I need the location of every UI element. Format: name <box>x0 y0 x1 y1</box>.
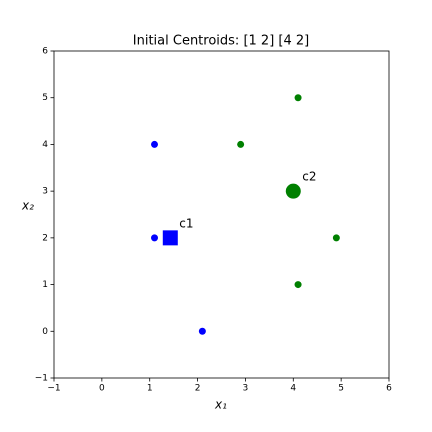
data-point <box>151 234 158 242</box>
data-point <box>198 327 206 335</box>
plot-frame <box>53 50 390 379</box>
y-tick-label: 4 <box>42 140 48 150</box>
x-tick-label: 0 <box>99 384 105 394</box>
data-point <box>237 140 245 148</box>
x-tick-label: 3 <box>243 384 249 394</box>
data-point <box>332 234 340 242</box>
x-tick-label: 4 <box>290 384 296 394</box>
centroid <box>162 230 178 246</box>
data-point <box>294 281 302 289</box>
y-tick-label: 3 <box>42 187 48 197</box>
x-tick-label: 5 <box>338 384 344 394</box>
y-tick-label: −1 <box>35 374 48 384</box>
x-tick-label: 1 <box>147 384 153 394</box>
chart-title: Initial Centroids: [1 2] [4 2] <box>133 34 309 49</box>
data-point <box>151 140 158 148</box>
x-tick-label: 6 <box>386 384 392 394</box>
data-point <box>294 94 302 102</box>
y-tick-label: 2 <box>42 233 48 243</box>
y-tick-label: 6 <box>42 47 48 57</box>
y-tick-label: 5 <box>42 93 48 103</box>
x-tick-label: 2 <box>195 384 201 394</box>
y-tick-label: 0 <box>42 327 48 337</box>
x-tick-label: −1 <box>47 384 60 394</box>
centroid-label: c2 <box>302 170 316 184</box>
x-axis-label: x₁ <box>214 398 227 412</box>
centroid <box>285 183 301 199</box>
y-axis-label: x₂ <box>21 199 34 213</box>
centroid-label: c1 <box>179 216 193 230</box>
y-tick-label: 1 <box>42 280 48 290</box>
